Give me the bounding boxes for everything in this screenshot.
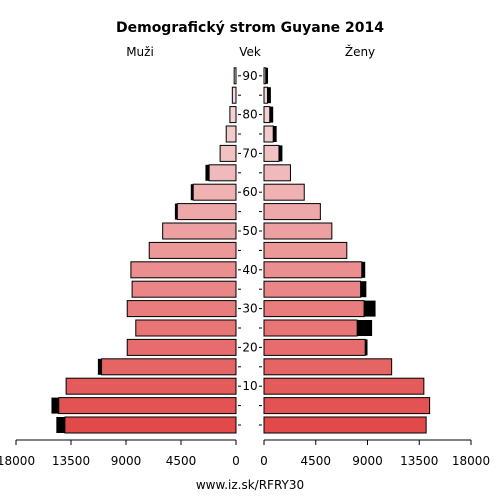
female-bar xyxy=(263,261,363,279)
male-bar xyxy=(162,222,237,240)
male-bar xyxy=(135,319,237,337)
age-tick-label: 70 xyxy=(242,146,257,160)
female-bar xyxy=(263,183,305,201)
female-bar xyxy=(263,241,348,259)
age-tick-label: 80 xyxy=(242,108,257,122)
male-bar-excess xyxy=(190,184,194,201)
male-bar xyxy=(176,203,237,221)
female-bar-excess xyxy=(365,339,368,356)
male-bar xyxy=(58,397,237,415)
female-bar-excess xyxy=(364,300,376,317)
female-bar-excess xyxy=(273,126,277,142)
male-bar xyxy=(65,377,237,395)
age-ticks: 10 20 30 40 50 60 70 80 90 xyxy=(238,69,262,426)
x-tick-label-right: 0 xyxy=(260,454,268,468)
male-bar xyxy=(101,358,237,376)
female-bar xyxy=(263,338,366,356)
x-tick-label-right: 9000 xyxy=(352,454,383,468)
female-bar xyxy=(263,203,321,221)
age-tick-label: 30 xyxy=(242,302,257,316)
age-tick-label: 40 xyxy=(242,263,257,277)
female-bar xyxy=(263,377,425,395)
male-bar xyxy=(192,183,237,201)
female-bar xyxy=(263,280,362,298)
male-bar xyxy=(208,164,237,182)
male-bar xyxy=(233,67,237,85)
female-bar-excess xyxy=(265,67,269,84)
female-bar xyxy=(263,300,365,318)
male-bar-excess xyxy=(97,358,102,375)
male-bar xyxy=(231,86,237,104)
female-bar-excess xyxy=(357,320,373,336)
males-label: Muži xyxy=(126,45,154,59)
female-bar xyxy=(263,397,431,415)
x-tick-label-left: 0 xyxy=(232,454,240,468)
male-bar xyxy=(148,241,237,259)
female-bar-excess xyxy=(361,261,366,278)
female-bar xyxy=(263,125,274,143)
male-bar xyxy=(219,144,237,162)
male-bar xyxy=(126,300,237,318)
age-tick-label: 50 xyxy=(242,224,257,238)
footer-source: www.iz.sk/RFRY30 xyxy=(196,478,304,492)
female-bar xyxy=(263,222,333,240)
age-tick-label: 90 xyxy=(242,69,257,83)
female-bar xyxy=(263,106,271,124)
male-bar xyxy=(131,280,237,298)
female-bar xyxy=(263,319,358,337)
male-bar xyxy=(130,261,237,279)
male-bar-excess xyxy=(51,397,59,414)
female-bar xyxy=(263,144,280,162)
male-bars xyxy=(51,67,237,434)
female-bars xyxy=(263,67,431,434)
chart-title: Demografický strom Guyane 2014 xyxy=(116,20,384,36)
male-bar xyxy=(225,125,237,143)
female-bar-excess xyxy=(269,106,274,123)
age-tick-label: 20 xyxy=(242,340,257,354)
male-bar xyxy=(229,106,237,124)
male-bar-excess xyxy=(205,164,210,181)
female-bar-excess xyxy=(278,145,283,162)
female-bar-excess xyxy=(267,87,271,104)
x-tick-label-right: 4500 xyxy=(300,454,331,468)
x-tick-label-left: 9000 xyxy=(111,454,142,468)
female-bar xyxy=(263,86,268,104)
male-bar xyxy=(64,416,237,434)
females-label: Ženy xyxy=(345,44,375,59)
x-tick-label-right: 18000 xyxy=(452,454,490,468)
female-bar-excess xyxy=(360,281,367,298)
female-bar xyxy=(263,358,393,376)
age-tick-label: 60 xyxy=(242,185,257,199)
male-bar xyxy=(126,338,237,356)
x-tick-label-right: 13500 xyxy=(400,454,438,468)
male-bar-excess xyxy=(174,203,178,220)
female-bar xyxy=(263,416,427,434)
x-axis: 18000 13500 9000 4500 0 0 4500 9000 13500 18000 xyxy=(0,439,490,468)
age-axis-label: Vek xyxy=(239,45,261,59)
female-bar xyxy=(263,67,267,85)
x-tick-label-left: 13500 xyxy=(52,454,90,468)
male-bar-excess xyxy=(56,417,65,433)
female-bar xyxy=(263,164,291,182)
x-tick-label-left: 18000 xyxy=(0,454,35,468)
x-tick-label-left: 4500 xyxy=(166,454,197,468)
age-tick-label: 10 xyxy=(242,379,257,393)
